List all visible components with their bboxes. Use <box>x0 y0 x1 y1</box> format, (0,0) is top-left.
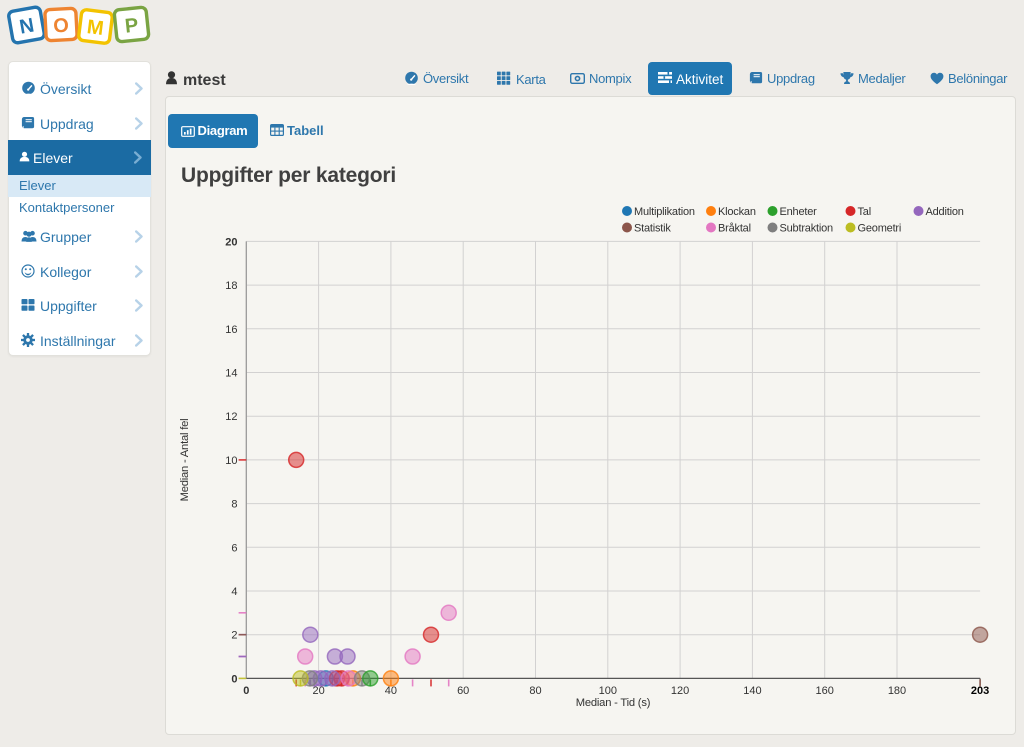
svg-text:0: 0 <box>243 685 249 697</box>
svg-text:Statistik: Statistik <box>634 223 671 235</box>
svg-text:120: 120 <box>671 685 689 697</box>
svg-text:Enheter: Enheter <box>780 206 818 218</box>
svg-text:18: 18 <box>225 280 237 292</box>
svg-text:180: 180 <box>888 685 906 697</box>
svg-text:2: 2 <box>231 630 237 642</box>
svg-text:O: O <box>53 15 70 38</box>
svg-text:80: 80 <box>529 685 541 697</box>
svg-text:6: 6 <box>231 542 237 554</box>
svg-text:12: 12 <box>225 411 237 423</box>
svg-text:Geometri: Geometri <box>858 223 902 235</box>
svg-text:Klockan: Klockan <box>718 206 756 218</box>
svg-text:16: 16 <box>225 324 237 336</box>
svg-text:14: 14 <box>225 368 237 380</box>
svg-text:60: 60 <box>457 685 469 697</box>
svg-text:8: 8 <box>231 499 237 511</box>
svg-text:10: 10 <box>225 455 237 467</box>
svg-text:100: 100 <box>599 685 617 697</box>
svg-text:P: P <box>124 14 140 37</box>
svg-text:203: 203 <box>971 685 989 697</box>
svg-text:Subtraktion: Subtraktion <box>780 223 834 235</box>
svg-text:160: 160 <box>816 685 834 697</box>
svg-text:M: M <box>86 16 105 40</box>
svg-text:Multiplikation: Multiplikation <box>634 206 695 218</box>
svg-text:4: 4 <box>231 586 237 598</box>
svg-text:Median - Antal fel: Median - Antal fel <box>179 419 191 502</box>
svg-text:20: 20 <box>312 685 324 697</box>
svg-text:Addition: Addition <box>926 206 964 218</box>
svg-text:Tal: Tal <box>858 206 871 218</box>
svg-text:0: 0 <box>231 673 237 685</box>
svg-text:20: 20 <box>225 236 237 248</box>
svg-text:Median - Tid (s): Median - Tid (s) <box>576 697 651 709</box>
svg-text:Bråktal: Bråktal <box>718 223 751 235</box>
svg-text:140: 140 <box>743 685 761 697</box>
svg-text:40: 40 <box>385 685 397 697</box>
svg-text:N: N <box>18 14 36 38</box>
